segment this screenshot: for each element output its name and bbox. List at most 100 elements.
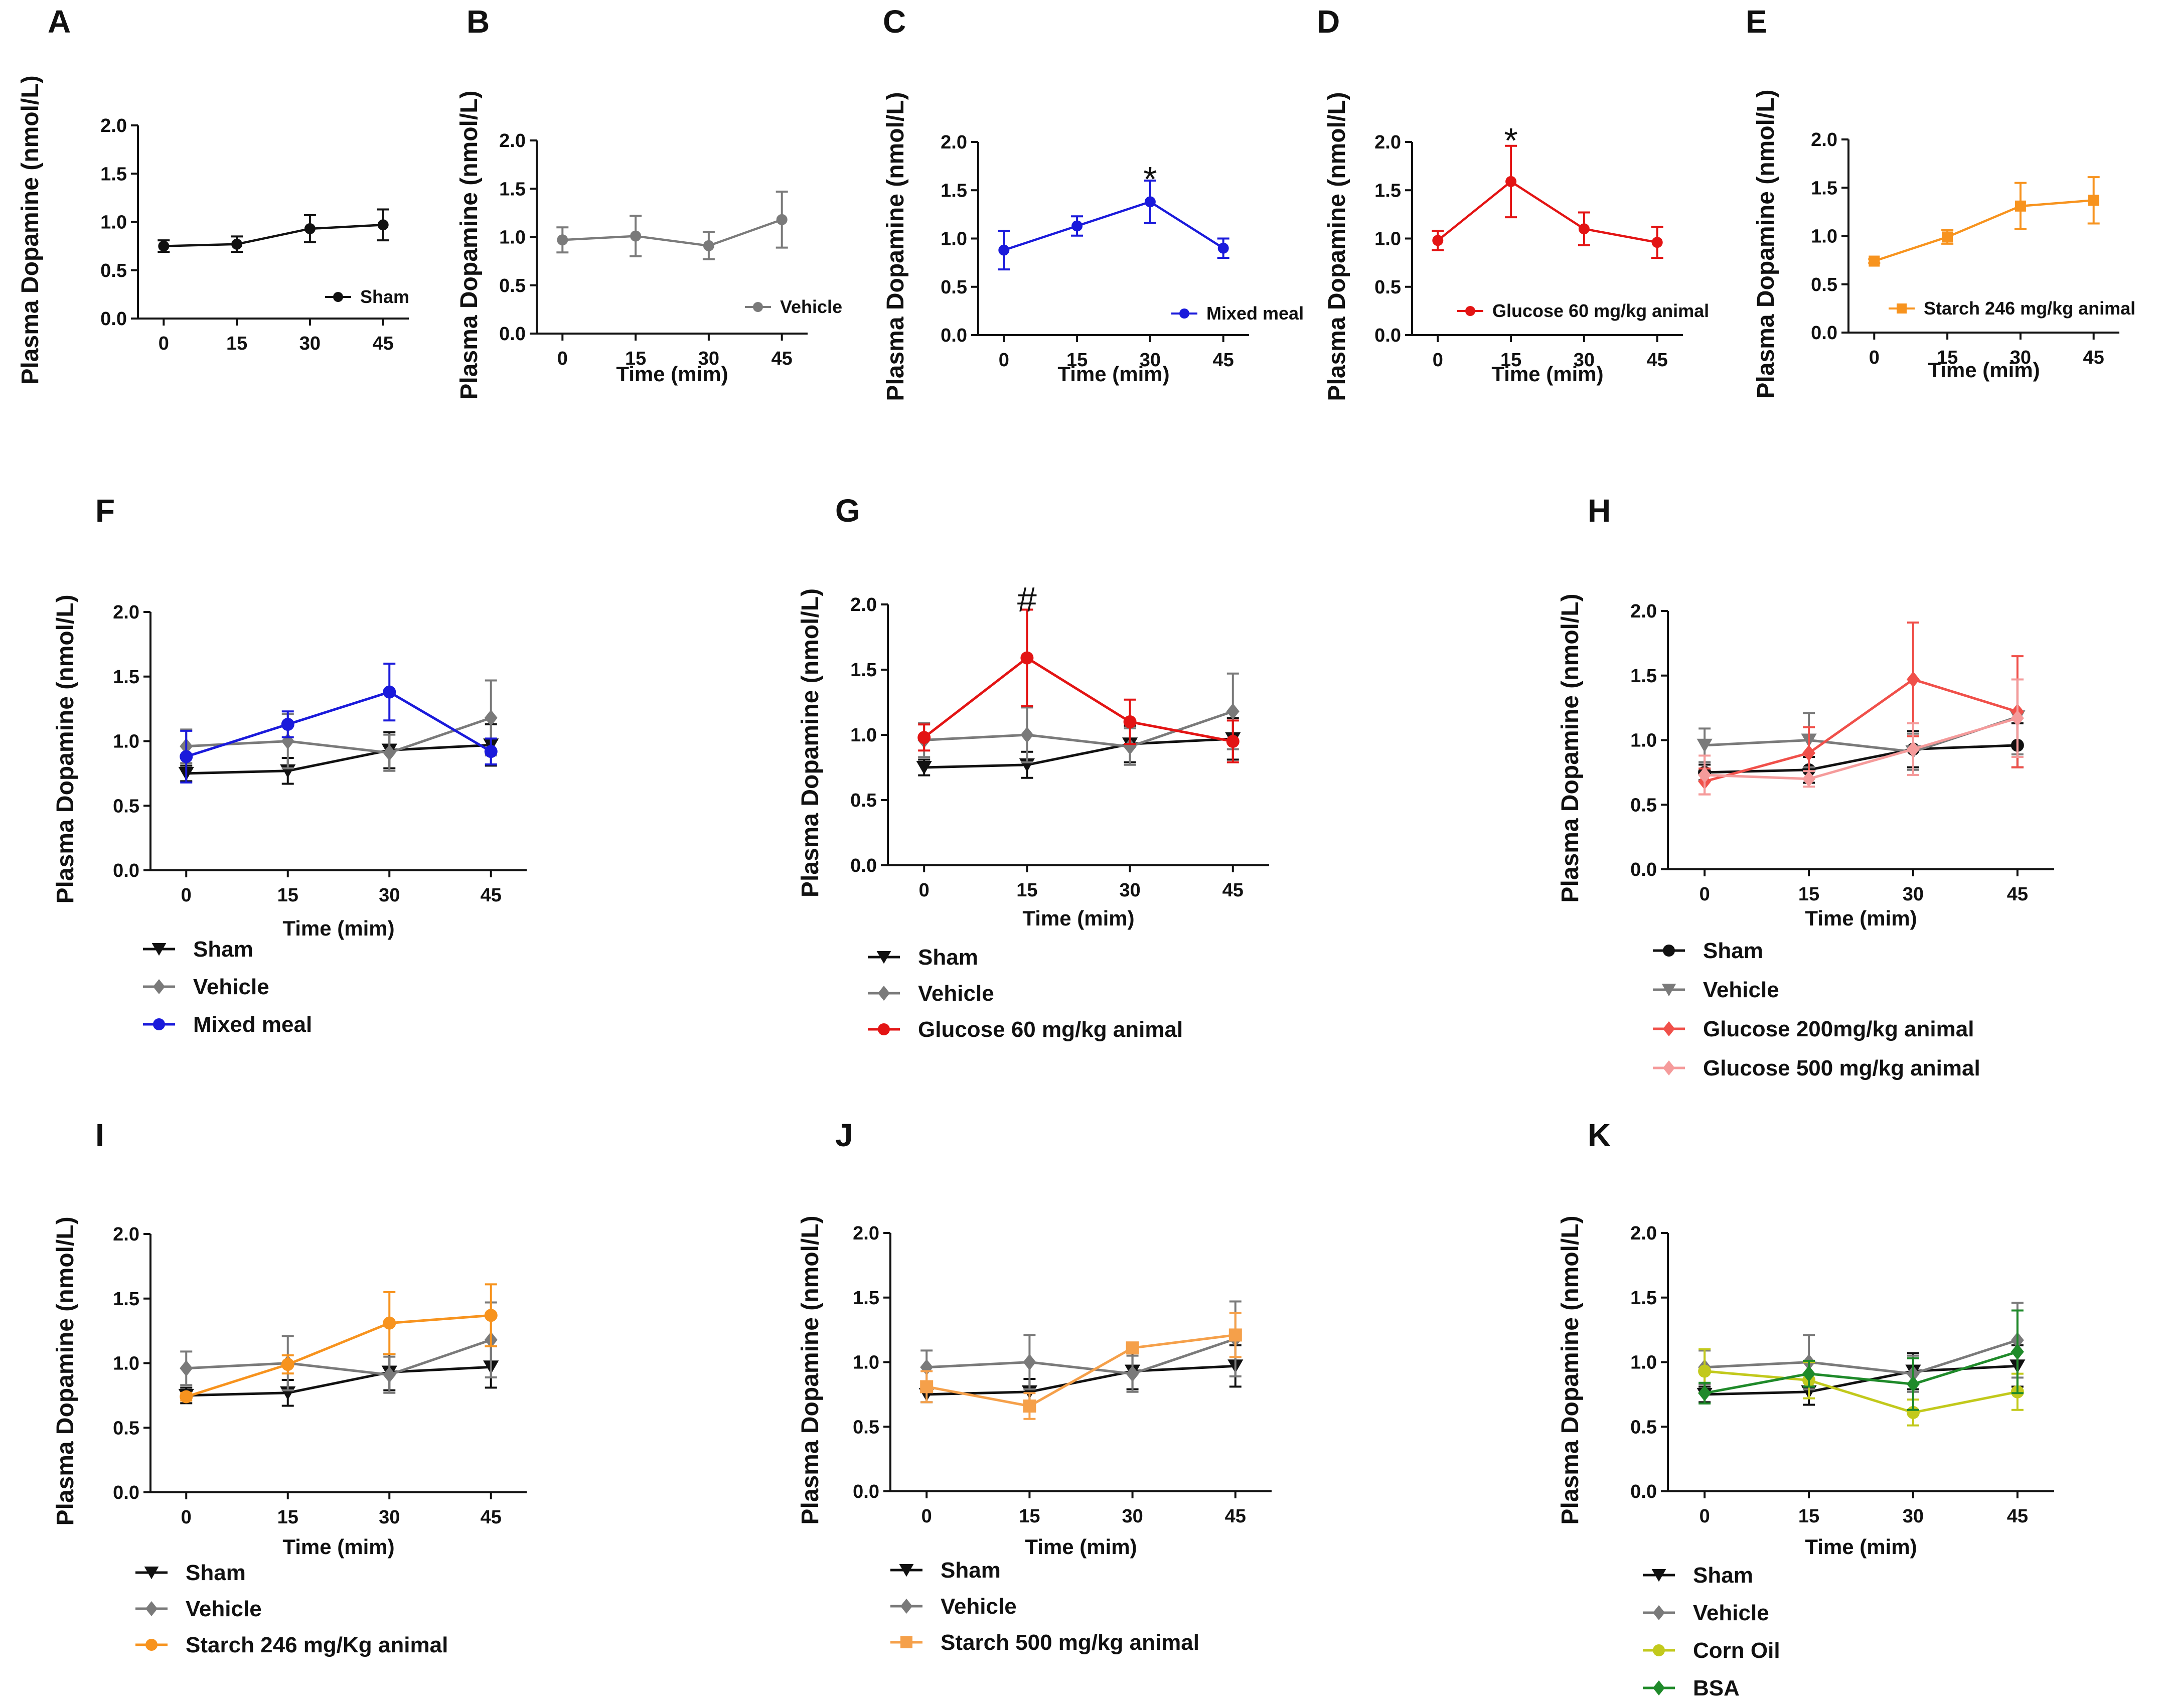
data-point — [557, 234, 568, 246]
y-tick-label: 0.5 — [850, 790, 877, 811]
y-tick-label: 0.5 — [853, 1417, 879, 1438]
y-axis-label: Plasma Dopamine (nmol/L) — [1753, 89, 1779, 398]
x-tick-label: 30 — [1119, 880, 1140, 901]
legend-label: Glucose 200mg/kg animal — [1703, 1017, 1974, 1041]
y-tick-label: 0.5 — [941, 277, 967, 298]
y-tick-label: 2.0 — [941, 132, 967, 153]
legend-marker — [900, 1636, 912, 1648]
series-glucose60 — [917, 608, 1240, 763]
legend-marker — [144, 1567, 159, 1580]
data-point — [776, 214, 788, 225]
data-point — [1023, 1400, 1036, 1413]
data-point — [484, 745, 498, 758]
series-line — [1705, 717, 2018, 781]
legend-marker — [1465, 306, 1475, 316]
y-axis-label: Plasma Dopamine (nmol/L) — [882, 92, 909, 401]
legend: Sham Vehicle Corn Oil BSA — [1643, 1563, 1780, 1700]
series-sham — [918, 1344, 1244, 1406]
legend-marker — [878, 986, 890, 1001]
panel-label: A — [48, 4, 71, 40]
legend-marker — [753, 302, 763, 312]
x-tick-label: 45 — [771, 348, 793, 369]
y-tick-label: 2.0 — [1630, 1223, 1657, 1244]
legend: Sham Vehicle Mixed meal — [143, 937, 312, 1037]
data-point — [1123, 738, 1137, 755]
legend-label: Starch 246 mg/kg animal — [1924, 298, 2135, 319]
x-tick-label: 15 — [1798, 1506, 1819, 1527]
data-point — [1144, 196, 1156, 208]
x-axis-label: Time (mim) — [616, 362, 728, 386]
series-corn_oil — [1698, 1348, 2024, 1427]
series-glucose500 — [1698, 678, 2024, 796]
x-tick-label: 30 — [1574, 350, 1595, 371]
legend-marker — [153, 979, 165, 994]
x-tick-label: 30 — [1122, 1506, 1143, 1527]
data-point — [1698, 1364, 1712, 1378]
y-tick-label: 0.0 — [100, 308, 127, 330]
y-tick-label: 0.5 — [1811, 274, 1837, 295]
legend-label: Sham — [918, 945, 978, 970]
panel-d: D 0.0 0.5 1.0 1.5 2.0 0 15 30 45 Plasma Dopamine (… — [1317, 4, 1709, 401]
x-tick-label: 15 — [1019, 1506, 1040, 1527]
data-point — [1869, 255, 1880, 267]
x-tick-label: 15 — [277, 885, 298, 906]
series-line — [1705, 744, 2018, 774]
legend-marker — [1663, 945, 1675, 957]
x-tick-label: 45 — [2007, 884, 2028, 905]
legend-label: Vehicle — [186, 1597, 262, 1621]
x-tick-label: 0 — [1700, 1506, 1710, 1527]
data-point — [1802, 1365, 1816, 1382]
series-line — [1705, 1364, 2018, 1396]
y-axis-label: Plasma Dopamine (nmol/L) — [1557, 1215, 1584, 1524]
series-line — [924, 710, 1233, 748]
data-point — [1126, 1341, 1139, 1355]
significance-marker: * — [1504, 121, 1517, 160]
series-line — [186, 690, 492, 758]
x-tick-label: 45 — [481, 1507, 502, 1528]
y-tick-label: 1.0 — [941, 229, 967, 250]
x-tick-label: 15 — [1798, 884, 1819, 905]
y-axis-label: Plasma Dopamine (nmol/L) — [1324, 92, 1350, 401]
y-axis-label: Plasma Dopamine (nmol/L) — [17, 75, 44, 384]
x-tick-label: 15 — [1016, 880, 1037, 901]
x-tick-label: 0 — [159, 333, 169, 354]
data-point — [1698, 1385, 1712, 1402]
data-point — [158, 240, 170, 252]
data-point — [1123, 715, 1137, 728]
panel-label: B — [467, 4, 490, 40]
y-tick-label: 2.0 — [100, 115, 127, 136]
series-vehicle — [180, 1301, 498, 1394]
y-tick-label: 1.0 — [1630, 730, 1657, 751]
y-axis-label: Plasma Dopamine (nmol/L) — [52, 594, 79, 903]
x-tick-label: 0 — [1433, 350, 1443, 371]
y-tick-label: 1.0 — [100, 212, 127, 233]
x-tick-label: 30 — [299, 333, 321, 354]
x-tick-label: 15 — [1937, 347, 1958, 368]
legend-marker — [1661, 984, 1676, 997]
y-tick-label: 2.0 — [853, 1223, 879, 1244]
legend-marker — [899, 1564, 914, 1577]
panel-label: E — [1746, 4, 1767, 40]
y-tick-label: 1.5 — [941, 180, 967, 201]
panel-label: J — [835, 1117, 853, 1153]
y-tick-label: 2.0 — [1630, 601, 1657, 622]
series-line — [1437, 180, 1658, 244]
data-point — [180, 1360, 193, 1377]
legend-label: BSA — [1693, 1676, 1740, 1700]
series-line — [926, 1364, 1235, 1396]
y-tick-label: 0.0 — [499, 324, 526, 345]
data-point — [1578, 223, 1590, 235]
series-line — [562, 218, 783, 247]
legend-label: Sham — [1693, 1563, 1753, 1588]
x-tick-label: 15 — [226, 333, 247, 354]
series-sham — [158, 208, 389, 253]
y-tick-label: 1.0 — [113, 1353, 139, 1374]
data-point — [383, 744, 396, 761]
panel-b: B 0.0 0.5 1.0 1.5 2.0 0 15 30 45 Plasma Dopamine (… — [456, 4, 842, 400]
y-tick-label: 1.0 — [1811, 226, 1837, 247]
panel-a: A 0.0 0.5 1.0 1.5 2.0 0 15 30 45 Plasma Dopamine (… — [17, 4, 409, 385]
x-axis-label: Time (mim) — [282, 916, 394, 940]
legend-marker — [1663, 1021, 1675, 1036]
y-tick-label: 1.0 — [853, 1352, 879, 1373]
